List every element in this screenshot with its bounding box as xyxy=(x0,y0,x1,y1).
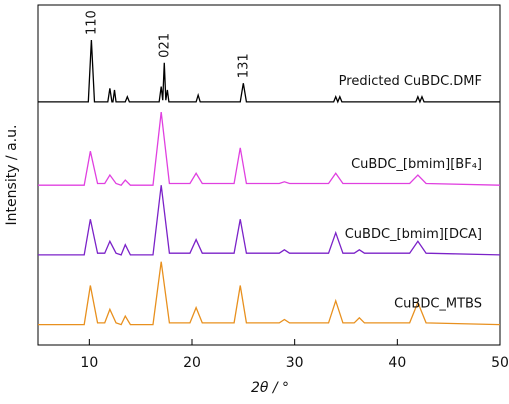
plot-frame xyxy=(37,4,501,346)
series-line xyxy=(38,112,501,186)
peak-label: 110 xyxy=(84,10,99,35)
x-tick-label: 40 xyxy=(388,355,406,371)
series-line xyxy=(38,261,501,326)
x-axis-label: 2θ / ° xyxy=(251,380,289,396)
series-label: CuBDC_[bmim][DCA] xyxy=(345,227,482,242)
x-tick-label: 50 xyxy=(491,355,509,371)
x-tick-label: 20 xyxy=(183,355,201,371)
series-label: Predicted CuBDC.DMF xyxy=(339,74,482,89)
series-line xyxy=(38,185,501,256)
peak-label: 131 xyxy=(236,53,251,78)
y-axis-label: Intensity / a.u. xyxy=(4,125,20,226)
x-tick-label: 10 xyxy=(80,355,98,371)
series-label: CuBDC_MTBS xyxy=(394,297,482,312)
peak-label: 021 xyxy=(157,33,172,58)
series-label: CuBDC_[bmim][BF₄] xyxy=(351,157,482,172)
series-line xyxy=(38,39,500,104)
x-tick-label: 30 xyxy=(286,355,304,371)
